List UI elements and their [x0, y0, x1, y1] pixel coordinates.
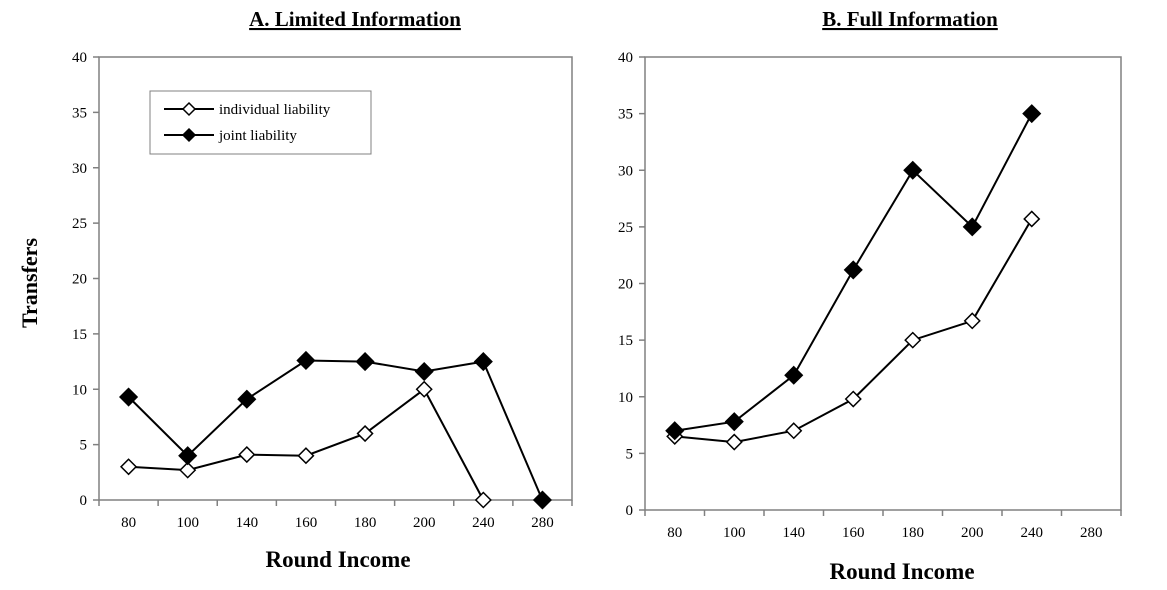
legend-marker-joint: [181, 127, 197, 143]
y-tick-label: 5: [626, 446, 634, 462]
data-point-individual-liability: [844, 390, 862, 408]
y-tick-label: 15: [618, 333, 633, 349]
legend: individual liability joint liability: [149, 90, 372, 155]
x-tick-label: 160: [842, 525, 865, 541]
y-tick-label: 35: [618, 107, 633, 123]
legend-label-individual: individual liability: [219, 102, 331, 118]
data-point-joint-liability: [1022, 104, 1042, 124]
y-tick-label: 25: [72, 216, 87, 232]
chart-limited-information: A. Limited Information 0 5 10 15 20 25 30 35 40 8…: [72, 7, 573, 572]
data-point-individual-liability: [179, 461, 197, 479]
data-point-joint-liability: [237, 389, 257, 409]
legend-box: [149, 90, 372, 155]
x-tick-label: 240: [472, 515, 495, 531]
data-point-individual-liability: [120, 458, 138, 476]
x-tick-label: 180: [902, 525, 925, 541]
data-point-joint-liability: [665, 421, 685, 441]
data-point-joint-liability: [178, 446, 198, 466]
x-tick-label: 280: [1080, 525, 1103, 541]
y-tick-label: 0: [80, 493, 88, 509]
x-tick-label: 180: [354, 515, 377, 531]
data-point-individual-liability: [785, 422, 803, 440]
data-point-individual-liability: [725, 433, 743, 451]
data-point-joint-liability: [355, 352, 375, 372]
y-tick-label: 20: [618, 277, 633, 293]
x-tick-label: 200: [961, 525, 984, 541]
y-tick-label: 5: [80, 438, 88, 454]
x-tick-label: 240: [1021, 525, 1044, 541]
y-tick-label: 25: [618, 220, 633, 236]
data-point-individual-liability: [1023, 210, 1041, 228]
data-point-individual-liability: [963, 312, 981, 330]
chart-title: A. Limited Information: [249, 7, 461, 31]
x-axis-label: Round Income: [829, 559, 974, 584]
x-tick-label: 80: [121, 515, 136, 531]
data-point-joint-liability: [962, 217, 982, 237]
data-point-joint-liability: [724, 412, 744, 432]
data-point-individual-liability: [904, 331, 922, 349]
data-point-individual-liability: [474, 491, 492, 509]
y-tick-label: 30: [72, 161, 87, 177]
data-point-individual-liability: [415, 380, 433, 398]
x-tick-label: 200: [413, 515, 436, 531]
y-tick-label: 40: [72, 50, 87, 66]
data-point-individual-liability: [297, 447, 315, 465]
data-point-joint-liability: [903, 160, 923, 180]
y-tick-label: 0: [626, 503, 634, 519]
y-tick-label: 10: [72, 382, 87, 398]
data-point-joint-liability: [414, 361, 434, 382]
x-tick-label: 160: [295, 515, 318, 531]
legend-marker-individual: [181, 101, 197, 117]
y-tick-label: 10: [618, 390, 633, 406]
x-tick-label: 280: [531, 515, 554, 531]
series-line-individual-liability: [674, 218, 1033, 444]
y-tick-label: 20: [72, 272, 87, 288]
plot-area-border: [644, 56, 1122, 511]
y-tick-label: 15: [72, 327, 87, 343]
data-point-joint-liability: [532, 490, 552, 510]
y-tick-label: 30: [618, 163, 633, 179]
data-point-individual-liability: [238, 446, 256, 464]
data-point-joint-liability: [296, 350, 316, 371]
x-tick-label: 80: [667, 525, 682, 541]
x-tick-label: 140: [236, 515, 259, 531]
x-tick-label: 100: [723, 525, 746, 541]
data-point-joint-liability: [473, 352, 493, 372]
x-axis-label: Round Income: [265, 547, 410, 572]
x-tick-label: 100: [176, 515, 199, 531]
series-line-joint-liability: [127, 359, 544, 501]
series-line-individual-liability: [128, 387, 485, 501]
data-point-individual-liability: [356, 424, 374, 443]
x-tick-label: 140: [783, 525, 806, 541]
data-point-joint-liability: [843, 260, 863, 280]
data-point-joint-liability: [119, 387, 139, 407]
y-axis-label: Transfers: [17, 238, 42, 328]
chart-title: B. Full Information: [822, 7, 998, 31]
y-tick-label: 35: [72, 105, 87, 121]
y-tick-label: 40: [618, 50, 633, 66]
data-point-joint-liability: [784, 365, 804, 385]
chart-full-information: B. Full Information 0 5 10 15 20 25 30 35 40 80 10…: [618, 7, 1122, 584]
legend-label-joint: joint liability: [218, 128, 297, 144]
